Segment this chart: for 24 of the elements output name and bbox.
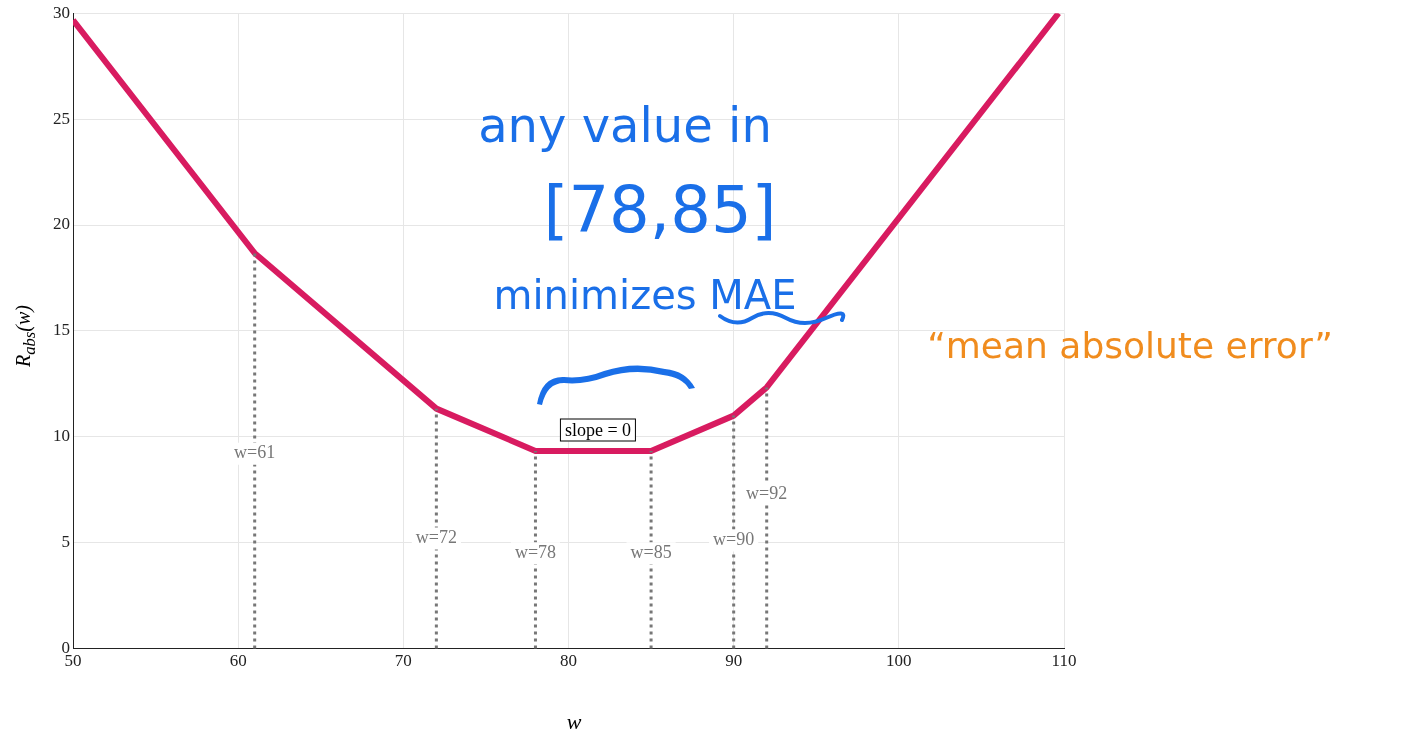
annotation: “mean absolute error”: [927, 324, 1333, 366]
y-tick-label: 30: [53, 2, 70, 22]
y-tick-label: 5: [61, 532, 70, 552]
x-tick-label: 60: [229, 651, 247, 671]
y-tick-label: 20: [53, 214, 70, 234]
x-tick-label: 110: [1051, 651, 1077, 671]
annotation: w=78: [514, 542, 557, 563]
annotation: [78,85]: [543, 173, 777, 247]
annotation: any value in: [478, 97, 772, 153]
annotation: slope = 0: [559, 418, 637, 442]
annotation: minimizes MAE: [493, 272, 797, 318]
x-tick-label: 100: [886, 651, 912, 671]
y-tick-label: 25: [53, 108, 70, 128]
x-tick-label: 80: [560, 651, 577, 671]
annotation: w=72: [415, 527, 457, 548]
annotation: w=61: [234, 442, 276, 463]
x-tick-label: 90: [725, 651, 743, 671]
y-tick-label: 10: [53, 426, 70, 446]
annotation: w=85: [630, 542, 672, 563]
x-tick-label: 70: [394, 651, 412, 671]
x-axis-title: w: [566, 709, 582, 733]
annotation: w=92: [746, 482, 788, 503]
annotation: w=90: [713, 529, 755, 550]
y-tick-label: 15: [53, 320, 70, 340]
